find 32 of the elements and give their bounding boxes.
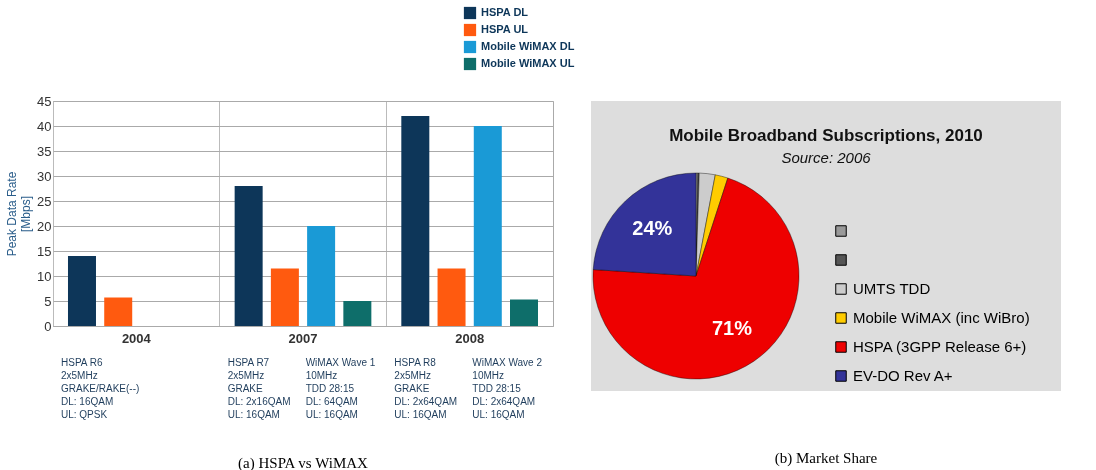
legend-label: UMTS TDD bbox=[853, 280, 931, 297]
y-axis-title: Peak Data Rate [Mbps] bbox=[5, 171, 34, 257]
text: HSPA R7 2x5MHz GRAKE DL: 2x16QAM UL: 16QAM bbox=[227, 357, 291, 420]
text: WiMAX Wave 2 10MHz TDD 28:15 DL: 2x64QAM UL: 16QAM bbox=[472, 357, 543, 420]
y-tick-label: 15 bbox=[37, 243, 52, 259]
legend-label: EV-DO Rev A+ bbox=[853, 367, 953, 384]
y-tick-label: 40 bbox=[37, 118, 52, 134]
y-tick-label: 5 bbox=[44, 293, 52, 309]
y-tick-label: 25 bbox=[37, 193, 52, 209]
legend-label: HSPA DL bbox=[481, 6, 529, 18]
y-tick-label: 30 bbox=[37, 168, 52, 184]
legend-label: HSPA (3GPP Release 6+) bbox=[853, 338, 1027, 355]
x-tick-label: 2004 bbox=[121, 330, 152, 346]
text: WiMAX Wave 1 10MHz TDD 28:15 DL: 64QAM UL: 16QAM bbox=[305, 357, 376, 420]
y-tick-label: 45 bbox=[37, 93, 52, 109]
text: Source: 2006 bbox=[781, 149, 872, 166]
legend-label: Mobile WiMAX UL bbox=[481, 57, 575, 69]
x-tick-label: 2008 bbox=[455, 330, 485, 346]
y-tick-label: 10 bbox=[37, 268, 52, 284]
x-tick-label: 2007 bbox=[288, 330, 318, 346]
legend-label: HSPA UL bbox=[481, 23, 529, 35]
y-tick-label: 0 bbox=[44, 318, 52, 334]
data-label: 71% bbox=[711, 316, 753, 339]
legend-label: Mobile WiMAX DL bbox=[481, 40, 575, 52]
text: HSPA R8 2x5MHz GRAKE DL: 2x64QAM UL: 16QAM bbox=[394, 357, 458, 420]
y-tick-label: 20 bbox=[37, 218, 52, 234]
text: Mobile Broadband Subscriptions, 2010 bbox=[669, 126, 983, 145]
legend-label: Mobile WiMAX (inc WiBro) bbox=[853, 309, 1030, 326]
text: HSPA R6 2x5MHz GRAKE/RAKE(--) DL: 16QAM UL: QPSK bbox=[61, 357, 140, 420]
data-label: 24% bbox=[632, 217, 673, 240]
text: (b) Market Share bbox=[774, 450, 878, 467]
y-tick-label: 35 bbox=[37, 143, 52, 159]
